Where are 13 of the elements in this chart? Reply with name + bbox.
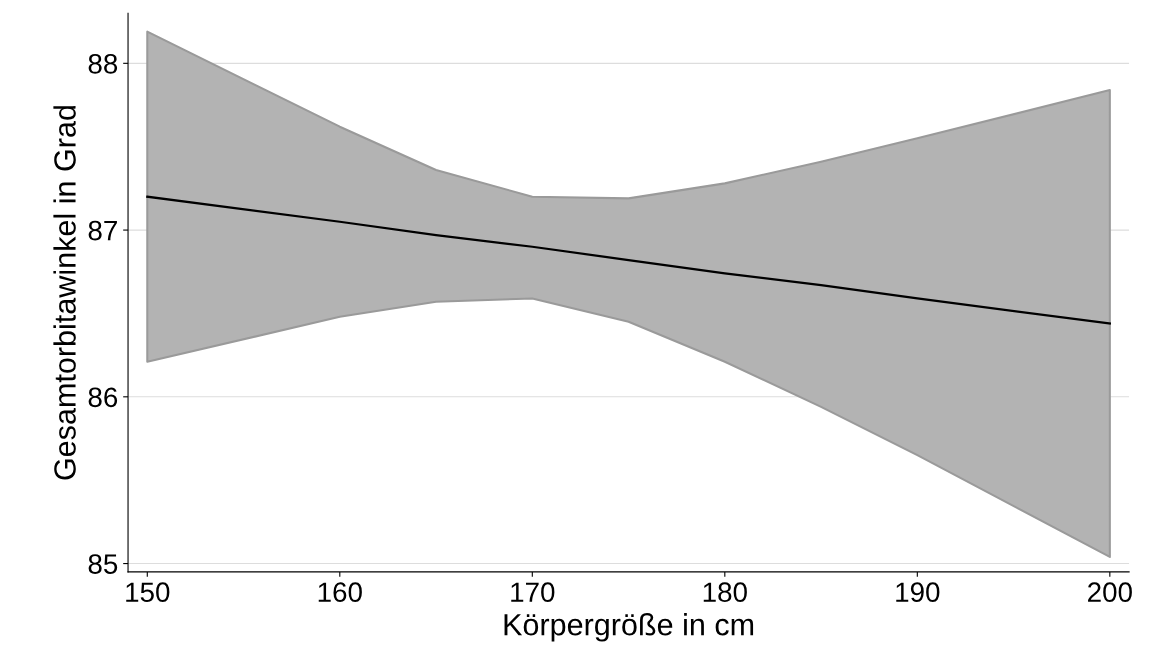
y-tick-label: 85 bbox=[88, 554, 118, 574]
x-tick-label: 200 bbox=[1088, 582, 1132, 603]
x-tick-label: 180 bbox=[703, 582, 747, 603]
x-tick-label: 170 bbox=[511, 582, 555, 603]
y-tick-label: 87 bbox=[88, 220, 117, 241]
y-tick-label: 88 bbox=[88, 53, 118, 74]
x-tick-label: 160 bbox=[318, 582, 362, 603]
x-axis-title: Körpergröße in cm bbox=[504, 613, 754, 642]
x-tick-label: 190 bbox=[896, 582, 940, 603]
x-tick-label: 150 bbox=[126, 582, 170, 603]
y-tick-label: 86 bbox=[88, 387, 118, 408]
line-series bbox=[146, 195, 1111, 325]
y-axis-title: Gesamtorbitawinkel in Grad bbox=[53, 106, 76, 480]
